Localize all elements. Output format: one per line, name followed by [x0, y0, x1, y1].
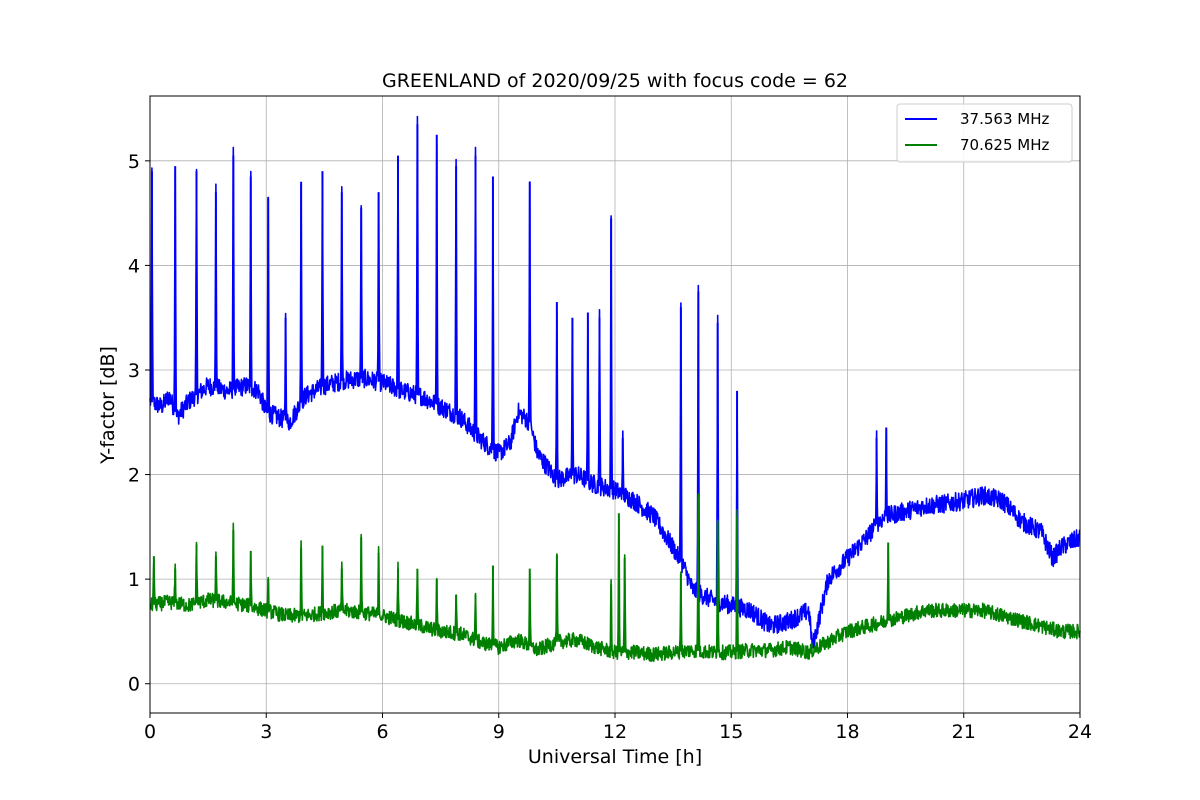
y-tick-label: 0 [128, 674, 140, 696]
chart-title: GREENLAND of 2020/09/25 with focus code … [382, 70, 848, 92]
x-tick-label: 15 [719, 721, 743, 743]
legend-box [896, 103, 1073, 163]
y-tick-label: 1 [128, 569, 140, 591]
series-line-1 [149, 115, 1081, 649]
x-tick-label: 3 [260, 721, 272, 743]
x-axis-label: Universal Time [h] [528, 746, 702, 768]
series-line-2 [149, 493, 1081, 663]
y-axis-label: Y-factor [dB] [97, 346, 119, 465]
y-tick-label: 2 [128, 465, 140, 487]
y-tick-label: 4 [128, 255, 140, 277]
x-tick-label: 18 [835, 721, 859, 743]
x-axis: 0 3 6 9 12 15 18 21 24 [144, 713, 1092, 743]
legend-label-series-2: 70.625 MHz [960, 136, 1049, 154]
legend: 37.563 MHz 70.625 MHz [896, 103, 1073, 163]
series-layer [149, 115, 1081, 663]
x-tick-label: 12 [603, 721, 627, 743]
x-tick-label: 0 [144, 721, 156, 743]
legend-label-series-1: 37.563 MHz [960, 110, 1049, 128]
x-tick-label: 6 [376, 721, 388, 743]
x-tick-label: 24 [1068, 721, 1092, 743]
x-tick-label: 9 [493, 721, 505, 743]
y-axis: 0 1 2 3 4 5 [128, 151, 150, 696]
y-tick-label: 3 [128, 360, 140, 382]
y-tick-label: 5 [128, 151, 140, 173]
x-tick-label: 21 [952, 721, 976, 743]
